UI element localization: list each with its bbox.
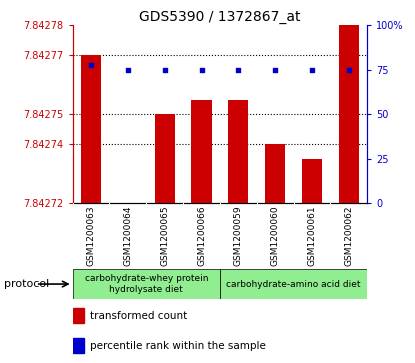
Text: protocol: protocol <box>4 279 49 289</box>
Point <box>161 67 168 73</box>
Bar <box>220 269 367 299</box>
Text: GSM1200061: GSM1200061 <box>308 205 317 266</box>
Text: transformed count: transformed count <box>90 311 188 321</box>
Text: GSM1200060: GSM1200060 <box>271 205 280 266</box>
Text: GSM1200064: GSM1200064 <box>123 205 132 266</box>
Bar <box>81 55 101 203</box>
Bar <box>73 269 220 299</box>
Bar <box>265 144 286 203</box>
Text: GSM1200062: GSM1200062 <box>344 205 353 266</box>
Point <box>124 67 131 73</box>
Bar <box>154 114 175 203</box>
Text: GSM1200065: GSM1200065 <box>160 205 169 266</box>
Bar <box>191 99 212 203</box>
Text: GSM1200063: GSM1200063 <box>87 205 95 266</box>
Bar <box>339 25 359 203</box>
Text: GSM1200066: GSM1200066 <box>197 205 206 266</box>
Point <box>346 67 352 73</box>
Bar <box>73 338 84 354</box>
Point <box>272 67 278 73</box>
Point <box>88 62 94 68</box>
Bar <box>73 308 84 323</box>
Title: GDS5390 / 1372867_at: GDS5390 / 1372867_at <box>139 11 301 24</box>
Point <box>309 67 315 73</box>
Bar <box>302 159 322 203</box>
Point <box>235 67 242 73</box>
Text: percentile rank within the sample: percentile rank within the sample <box>90 341 266 351</box>
Text: carbohydrate-amino acid diet: carbohydrate-amino acid diet <box>226 280 361 289</box>
Text: GSM1200059: GSM1200059 <box>234 205 243 266</box>
Text: carbohydrate-whey protein
hydrolysate diet: carbohydrate-whey protein hydrolysate di… <box>85 274 208 294</box>
Point <box>198 67 205 73</box>
Bar <box>228 99 249 203</box>
